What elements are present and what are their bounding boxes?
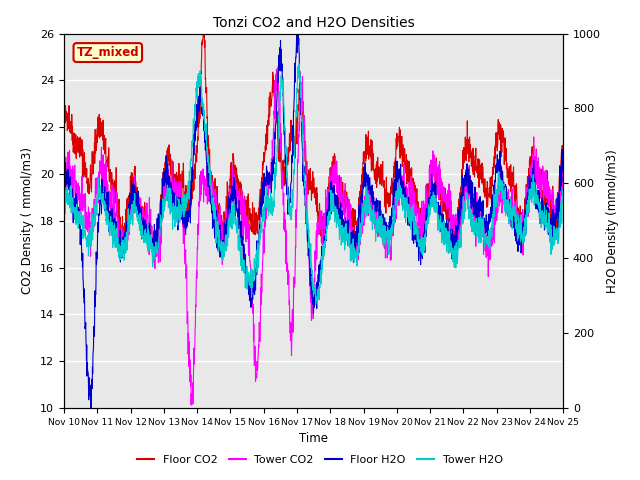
Floor CO2 bbox=[200, 18, 208, 24]
Tower CO2 bbox=[60, 183, 68, 189]
Floor CO2 bbox=[559, 148, 567, 154]
Tower CO2 bbox=[545, 204, 553, 209]
Line: Tower CO2: Tower CO2 bbox=[64, 66, 563, 405]
Tower CO2 bbox=[290, 283, 298, 289]
Floor H2O bbox=[454, 229, 461, 235]
Floor H2O bbox=[87, 406, 95, 412]
Tower CO2 bbox=[545, 184, 553, 190]
Floor CO2 bbox=[60, 120, 68, 126]
Floor H2O bbox=[293, 25, 301, 31]
Tower H2O bbox=[545, 210, 553, 216]
Floor CO2 bbox=[545, 192, 553, 198]
Floor CO2 bbox=[545, 199, 553, 204]
Tower CO2 bbox=[454, 230, 461, 236]
Floor CO2 bbox=[303, 172, 311, 178]
Floor H2O bbox=[86, 383, 93, 389]
Floor CO2 bbox=[150, 249, 157, 254]
Floor CO2 bbox=[454, 229, 461, 235]
Line: Floor CO2: Floor CO2 bbox=[64, 21, 563, 252]
Floor H2O bbox=[303, 234, 311, 240]
Floor H2O bbox=[60, 185, 68, 191]
Floor H2O bbox=[559, 166, 567, 171]
Title: Tonzi CO2 and H2O Densities: Tonzi CO2 and H2O Densities bbox=[212, 16, 415, 30]
Y-axis label: CO2 Density ( mmol/m3): CO2 Density ( mmol/m3) bbox=[22, 147, 35, 294]
Floor H2O bbox=[545, 210, 553, 216]
Legend: Floor CO2, Tower CO2, Floor H2O, Tower H2O: Floor CO2, Tower CO2, Floor H2O, Tower H… bbox=[133, 451, 507, 469]
Line: Tower H2O: Tower H2O bbox=[64, 64, 563, 304]
Tower H2O bbox=[60, 198, 68, 204]
Tower CO2 bbox=[275, 63, 282, 69]
Tower H2O bbox=[296, 61, 303, 67]
Tower H2O bbox=[545, 228, 553, 234]
Tower CO2 bbox=[188, 402, 195, 408]
Floor CO2 bbox=[290, 153, 298, 158]
Floor H2O bbox=[545, 221, 553, 227]
Floor H2O bbox=[290, 109, 298, 115]
Tower H2O bbox=[86, 232, 93, 238]
Tower H2O bbox=[312, 301, 319, 307]
Text: TZ_mixed: TZ_mixed bbox=[77, 46, 139, 59]
Tower CO2 bbox=[303, 218, 311, 224]
Y-axis label: H2O Density (mmol/m3): H2O Density (mmol/m3) bbox=[607, 149, 620, 293]
Tower CO2 bbox=[86, 218, 93, 224]
Floor CO2 bbox=[86, 182, 93, 188]
Tower H2O bbox=[303, 210, 311, 216]
Tower H2O bbox=[290, 184, 298, 190]
Tower H2O bbox=[559, 186, 567, 192]
Line: Floor H2O: Floor H2O bbox=[64, 28, 563, 409]
Tower CO2 bbox=[559, 163, 567, 169]
X-axis label: Time: Time bbox=[299, 432, 328, 445]
Tower H2O bbox=[454, 255, 461, 261]
